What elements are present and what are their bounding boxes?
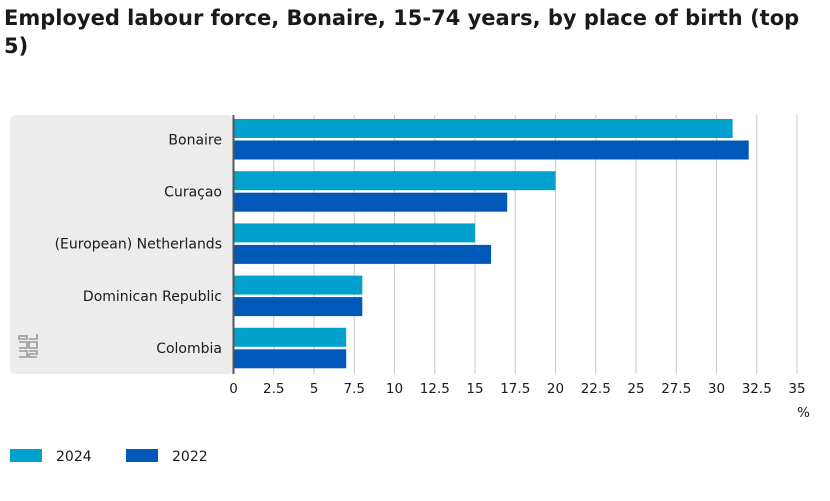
x-tick-labels: 0 2.5 5 7.5 10 12.5 15 17.5 20 22.5 25 27.5 30 32.5 35 [229,381,805,397]
bar-2022 [233,192,508,212]
bar-2022 [233,349,347,369]
bar-2024 [233,327,347,347]
legend-swatch [10,449,42,462]
x-tick-label: 10 [386,381,403,397]
legend-swatch [126,449,158,462]
x-tick-label: 35 [788,381,805,397]
category-label: Dominican Republic [83,289,222,305]
x-tick-label: 30 [708,381,725,397]
bar-2022 [233,244,492,264]
x-tick-label: 17.5 [500,381,530,397]
x-tick-label: 32.5 [742,381,772,397]
x-tick-label: 27.5 [661,381,691,397]
bar-2024 [233,275,363,295]
x-tick-label: 7.5 [344,381,365,397]
chart-title: Employed labour force, Bonaire, 15-74 ye… [4,6,800,58]
cbs-logo-icon [18,334,38,358]
category-labels: Bonaire Curaçao (European) Netherlands Domi… [55,132,222,357]
x-tick-label: 20 [547,381,564,397]
category-panel [10,115,233,374]
bar-2022 [233,297,363,317]
category-label: Bonaire [168,132,222,148]
x-tick-label: 5 [310,381,319,397]
category-label: Curaçao [164,184,222,200]
x-axis-unit-label: % [797,405,810,421]
legend: 2024 2022 [10,449,208,465]
legend-label: 2022 [172,449,208,465]
legend-label: 2024 [56,449,92,465]
x-tick-label: 0 [229,381,238,397]
x-tick-label: 12.5 [420,381,450,397]
bar-2024 [233,223,475,243]
x-tick-label: 15 [466,381,483,397]
x-tick-label: 2.5 [263,381,284,397]
x-tick-label: 22.5 [581,381,611,397]
x-tick-label: 25 [627,381,644,397]
category-label: (European) Netherlands [55,237,222,253]
bar-2024 [233,119,733,138]
bar-2022 [233,140,749,160]
bar-2024 [233,171,556,191]
bars [233,119,749,369]
category-label: Colombia [156,341,222,357]
